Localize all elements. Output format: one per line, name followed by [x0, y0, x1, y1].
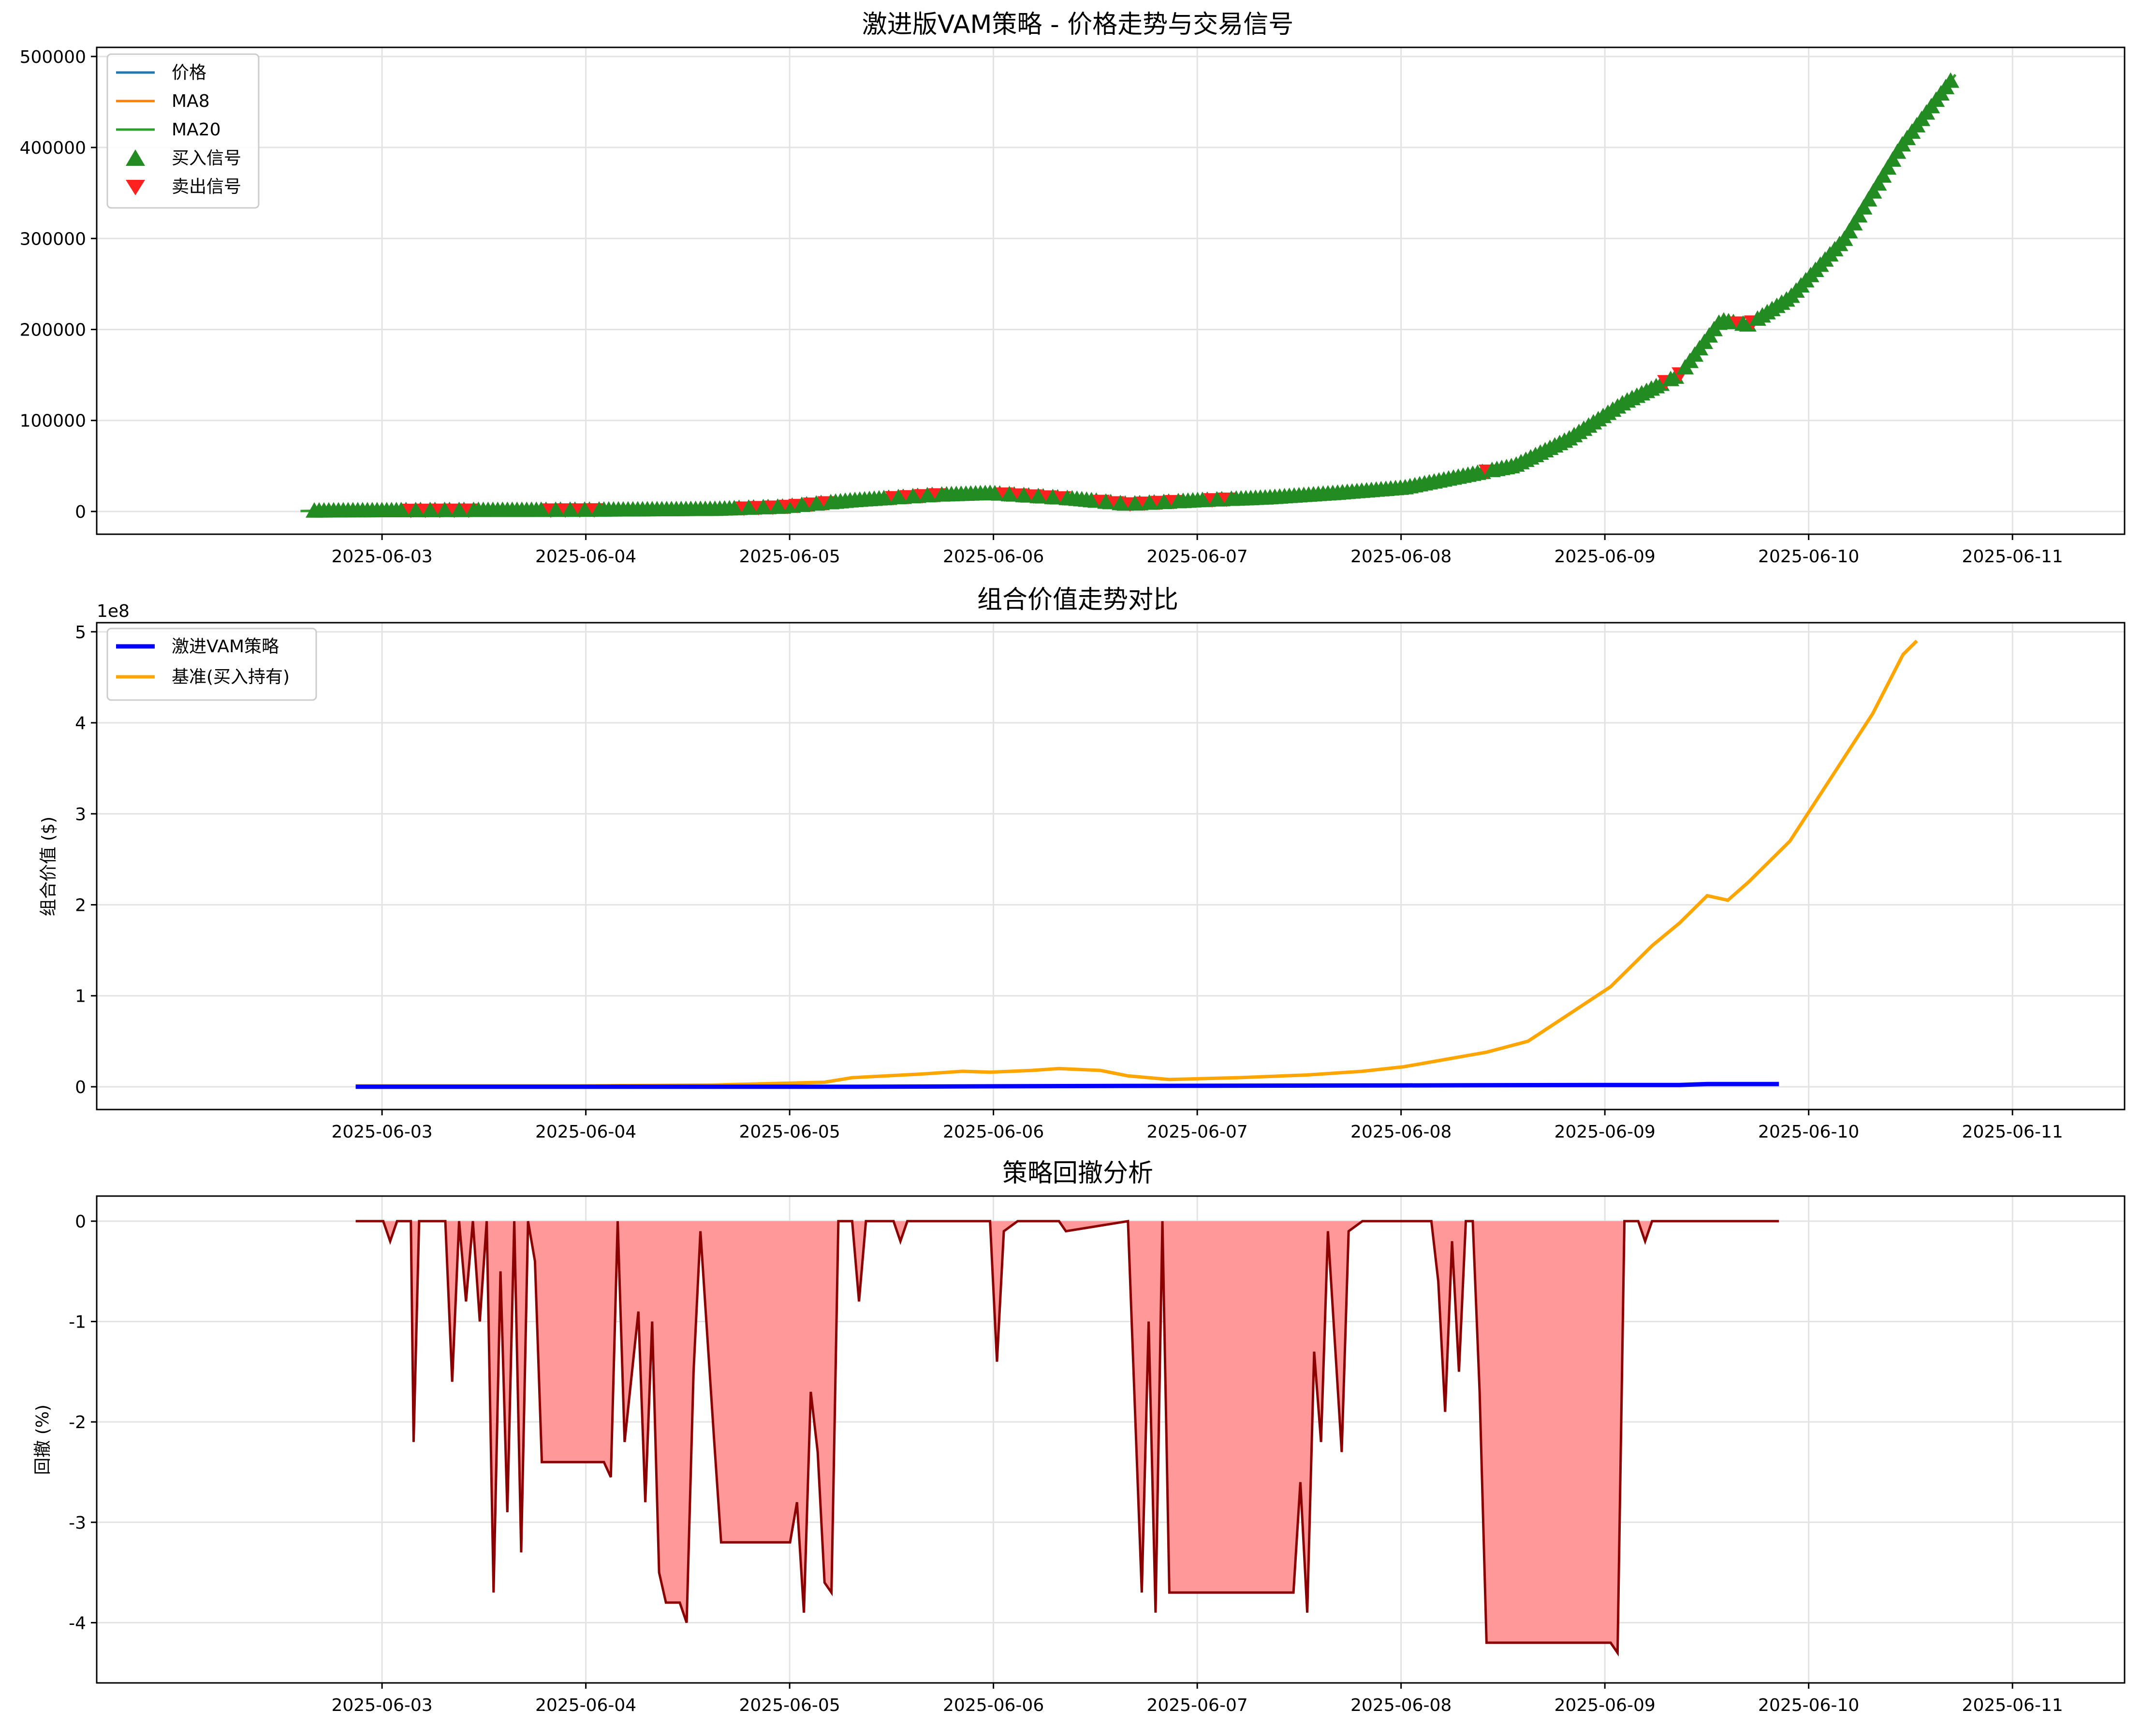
x-tick-label: 2025-06-11: [1962, 547, 2063, 567]
buy-signal-marker: [1942, 72, 1960, 88]
x-tick-label: 2025-06-09: [1555, 1122, 1656, 1142]
buy-signal-marker: [1874, 167, 1892, 183]
x-tick-label: 2025-06-08: [1350, 1695, 1452, 1715]
drawdown-chart-title: 策略回撤分析: [1002, 1159, 1153, 1188]
x-tick-label: 2025-06-06: [943, 1695, 1044, 1715]
x-tick-label: 2025-06-05: [739, 1122, 840, 1142]
y-axis-label: 组合价值 ($): [39, 817, 59, 916]
price-panel: 激进版VAM策略 - 价格走势与交易信号 2025-06-03 2025-06-0…: [20, 10, 2126, 567]
buy-signal-marker: [1840, 223, 1858, 239]
x-tick-label: 2025-06-07: [1147, 547, 1248, 567]
legend: 价格 MA8 MA20 买入信号 卖出信号: [106, 53, 260, 209]
x-tick-label: 2025-06-10: [1758, 1122, 1859, 1142]
legend-label: 买入信号: [172, 148, 241, 168]
portfolio-panel: 组合价值走势对比 1e8 2025-06-03 2025-06-04 2025-06…: [39, 585, 2126, 1142]
y-tick-label: 300000: [20, 229, 86, 249]
portfolio-chart-title: 组合价值走势对比: [977, 585, 1178, 614]
buy-signal-marker: [1845, 215, 1863, 231]
legend-label: MA20: [172, 120, 221, 140]
buy-signal-marker: [1884, 151, 1902, 167]
x-tick-label: 2025-06-10: [1758, 1695, 1859, 1715]
plot-frame: [96, 1195, 2126, 1684]
series-line-strategy: [355, 1081, 1779, 1089]
y-tick-label: 1: [75, 987, 86, 1007]
x-tick-label: 2025-06-03: [332, 547, 433, 567]
buy-signal-marker: [1855, 199, 1873, 215]
buy-signal-marker: [1879, 159, 1897, 175]
y-tick-label: 2: [75, 895, 86, 915]
x-tick-label: 2025-06-08: [1350, 547, 1452, 567]
drawdown-area: [355, 1221, 1779, 1653]
legend-marker-sell: [126, 180, 145, 195]
drawdown-panel: 策略回撤分析 2025-06-03 2025-06-04 2025-06-05 202…: [33, 1159, 2126, 1715]
y-tick-label: 200000: [20, 320, 86, 340]
buy-signal-marker: [1860, 191, 1877, 207]
y-tick-label: 4: [75, 714, 86, 733]
y-tick-label: 400000: [20, 138, 86, 158]
x-tick-label: 2025-06-07: [1147, 1122, 1248, 1142]
x-tick-label: 2025-06-09: [1555, 1695, 1656, 1715]
series-line-price: [300, 73, 1957, 512]
y-tick-label: -1: [69, 1313, 86, 1332]
legend-label: 基准(买入持有): [172, 667, 290, 687]
y-offset-label: 1e8: [97, 601, 130, 621]
x-tick-label: 2025-06-04: [535, 1695, 636, 1715]
legend-label: 价格: [172, 63, 206, 83]
y-tick-label: -2: [69, 1413, 86, 1432]
y-tick-label: 100000: [20, 411, 86, 431]
legend-label: 卖出信号: [172, 177, 241, 197]
y-tick-label: -4: [69, 1613, 86, 1633]
y-tick-label: 3: [75, 804, 86, 824]
plot-frame: [96, 622, 2126, 1110]
buy-signal-marker: [1864, 183, 1882, 199]
x-tick-label: 2025-06-03: [332, 1122, 433, 1142]
y-tick-label: 0: [75, 1078, 86, 1097]
y-tick-label: -3: [69, 1513, 86, 1533]
legend: 激进VAM策略 基准(买入持有): [106, 628, 317, 701]
series-line-ma8: [300, 73, 1957, 512]
y-axis-label: 回撤 (%): [33, 1404, 53, 1475]
x-tick-label: 2025-06-10: [1758, 547, 1859, 567]
buy-signal-marker: [1850, 207, 1868, 223]
price-chart-title: 激进版VAM策略 - 价格走势与交易信号: [862, 10, 1294, 39]
x-tick-label: 2025-06-11: [1962, 1122, 2063, 1142]
x-tick-label: 2025-06-11: [1962, 1695, 2063, 1715]
legend-label: MA8: [172, 91, 210, 111]
x-tick-label: 2025-06-07: [1147, 1695, 1248, 1715]
y-tick-label: 500000: [20, 47, 86, 67]
series-line-ma20: [300, 73, 1957, 512]
drawdown-line: [355, 1219, 1779, 1657]
x-tick-label: 2025-06-05: [739, 1695, 840, 1715]
x-tick-label: 2025-06-06: [943, 547, 1044, 567]
x-tick-label: 2025-06-04: [535, 547, 636, 567]
x-tick-label: 2025-06-09: [1555, 547, 1656, 567]
y-tick-label: 5: [75, 623, 86, 643]
y-tick-label: 0: [75, 502, 86, 522]
legend-marker-buy: [126, 149, 145, 166]
buy-signal-marker: [1869, 175, 1887, 191]
x-tick-label: 2025-06-05: [739, 547, 840, 567]
y-tick-label: 0: [75, 1212, 86, 1232]
x-tick-label: 2025-06-04: [535, 1122, 636, 1142]
legend-label: 激进VAM策略: [172, 637, 279, 657]
series-line-benchmark: [355, 640, 1918, 1088]
x-tick-label: 2025-06-03: [332, 1695, 433, 1715]
x-tick-label: 2025-06-06: [943, 1122, 1044, 1142]
x-tick-label: 2025-06-08: [1350, 1122, 1452, 1142]
plot-frame: [96, 46, 2126, 535]
